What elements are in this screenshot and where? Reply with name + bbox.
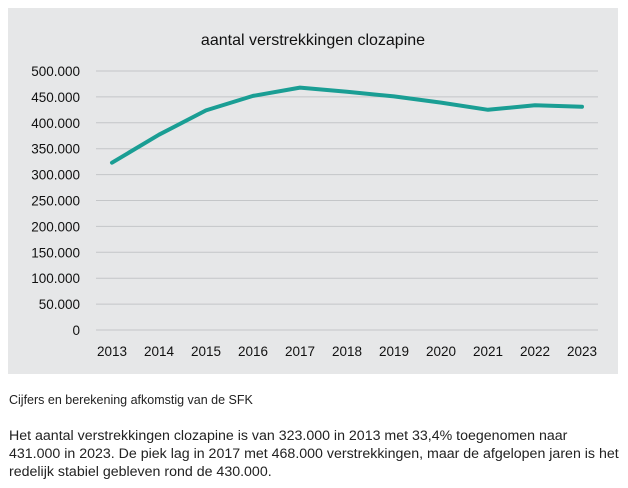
- data-point: [533, 103, 537, 107]
- data-point: [580, 105, 584, 109]
- y-tick-label: 100.000: [31, 271, 80, 286]
- y-tick-label: 400.000: [31, 116, 80, 131]
- y-tick-label: 250.000: [31, 194, 80, 209]
- y-tick-label: 50.000: [39, 297, 80, 312]
- data-point: [298, 86, 302, 90]
- y-tick-label: 300.000: [31, 168, 80, 183]
- x-tick-label: 2013: [97, 344, 127, 359]
- data-point: [110, 161, 114, 165]
- data-point: [251, 94, 255, 98]
- y-tick-label: 150.000: [31, 245, 80, 260]
- x-tick-label: 2017: [285, 344, 315, 359]
- x-tick-label: 2019: [379, 344, 409, 359]
- chart-title: aantal verstrekkingen clozapine: [200, 32, 426, 49]
- line-chart: 0 50.000 100.000 150.000 200.000 250.000 300.0…: [31, 64, 598, 359]
- y-tick-label: 500.000: [31, 64, 80, 79]
- caption-text: Het aantal verstrekkingen clozapine is v…: [9, 428, 619, 480]
- y-tick-label: 0: [72, 323, 80, 338]
- x-tick-label: 2016: [238, 344, 268, 359]
- x-tick-label: 2018: [332, 344, 362, 359]
- source-note: Cijfers en berekening afkomstig van de S…: [9, 393, 253, 407]
- x-tick-label: 2014: [144, 344, 175, 359]
- y-tick-label: 200.000: [31, 219, 80, 234]
- data-point: [345, 90, 349, 94]
- data-point: [392, 94, 396, 98]
- y-tick-label: 350.000: [31, 142, 80, 157]
- x-tick-label: 2021: [473, 344, 503, 359]
- data-point: [157, 133, 161, 137]
- chart-panel: aantal verstrekkingen clozapine 0 50.000 1…: [8, 8, 618, 374]
- x-tick-label: 2015: [191, 344, 221, 359]
- data-point: [439, 101, 443, 105]
- x-tick-label: 2020: [426, 344, 456, 359]
- x-tick-label: 2023: [567, 344, 597, 359]
- data-point: [486, 108, 490, 112]
- x-tick-label: 2022: [520, 344, 550, 359]
- series-line: [110, 85, 584, 165]
- data-point: [204, 108, 208, 112]
- y-tick-label: 450.000: [31, 90, 80, 105]
